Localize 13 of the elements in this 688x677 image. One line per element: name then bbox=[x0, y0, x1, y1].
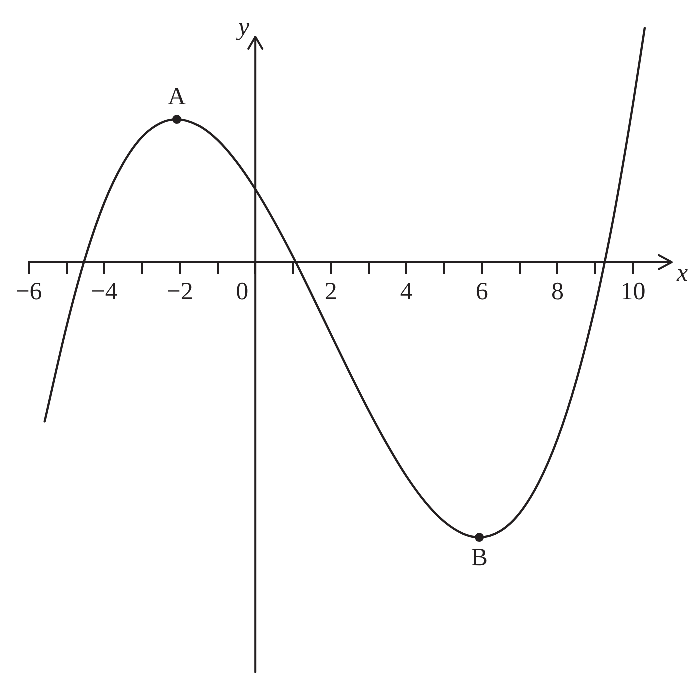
x-tick-label: −6 bbox=[16, 278, 42, 306]
x-tick-label: 4 bbox=[400, 278, 414, 306]
x-axis-title: x bbox=[676, 260, 688, 287]
x-tick-label: 10 bbox=[620, 278, 646, 306]
x-tick-label: 0 bbox=[236, 278, 249, 306]
annotation: B bbox=[471, 544, 488, 572]
x-tick-label: −4 bbox=[91, 278, 118, 306]
x-tick-label: −2 bbox=[166, 278, 194, 306]
x-tick-label: 2 bbox=[324, 278, 338, 306]
x-tick-label: 6 bbox=[476, 278, 488, 306]
x-tick-label: 8 bbox=[551, 278, 564, 306]
y-axis-title: y bbox=[235, 14, 250, 42]
annotation: A bbox=[168, 84, 186, 111]
